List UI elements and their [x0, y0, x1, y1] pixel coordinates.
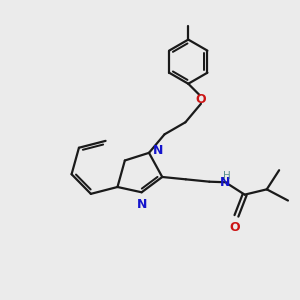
Text: N: N: [220, 176, 230, 189]
Text: O: O: [196, 93, 206, 106]
Text: O: O: [230, 221, 240, 234]
Text: H: H: [223, 171, 231, 181]
Text: N: N: [153, 144, 163, 157]
Text: N: N: [136, 198, 147, 211]
